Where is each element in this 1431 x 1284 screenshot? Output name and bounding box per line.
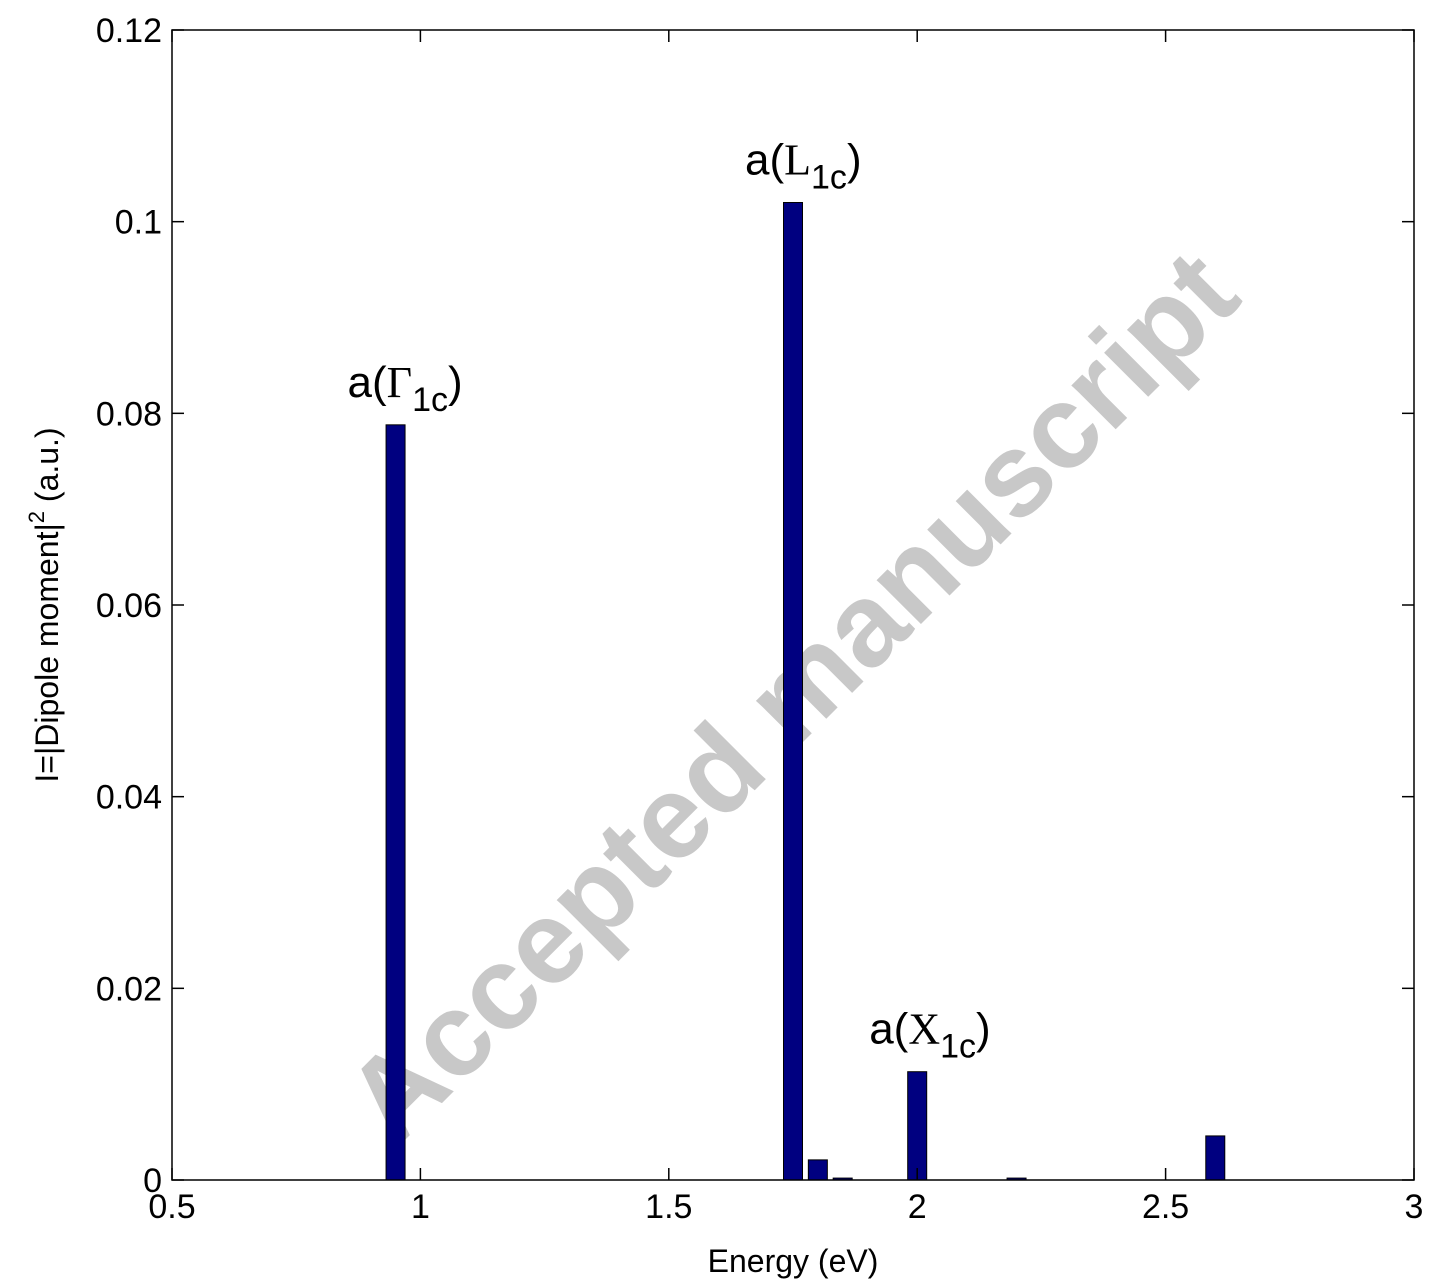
bar-annotation: a(X1c) [869, 1005, 990, 1066]
y-axis-label: I=|Dipole moment|2 (a.u.) [24, 427, 65, 782]
y-tick-label: 0.02 [96, 970, 162, 1008]
bar [783, 202, 803, 1181]
y-axis-label-suffix: (a.u.) [29, 427, 65, 511]
x-tick-label: 0.5 [148, 1188, 195, 1226]
bar [907, 1071, 928, 1181]
bar [385, 424, 406, 1181]
bar-annotation: a(L1c) [745, 136, 862, 197]
y-tick-label: 0.08 [96, 395, 162, 433]
y-tick-label: 0.12 [96, 12, 162, 50]
x-axis-label: Energy (eV) [708, 1243, 879, 1279]
y-tick-label: 0.1 [115, 204, 162, 242]
x-tick-label: 2.5 [1142, 1188, 1189, 1226]
bar-annotation: a(Γ1c) [348, 358, 463, 419]
y-axis-label-sup: 2 [24, 511, 49, 523]
y-axis-label-main: I=|Dipole moment| [29, 523, 65, 782]
y-tick-label: 0.04 [96, 779, 162, 817]
bar [807, 1159, 828, 1181]
y-tick-label: 0.06 [96, 587, 162, 625]
x-tick-label: 1.5 [645, 1188, 692, 1226]
x-tick-label: 3 [1405, 1188, 1424, 1226]
x-tick-label: 2 [908, 1188, 927, 1226]
bar [1205, 1135, 1226, 1181]
x-tick-label: 1 [411, 1188, 430, 1226]
y-tick-label: 0 [143, 1162, 162, 1200]
